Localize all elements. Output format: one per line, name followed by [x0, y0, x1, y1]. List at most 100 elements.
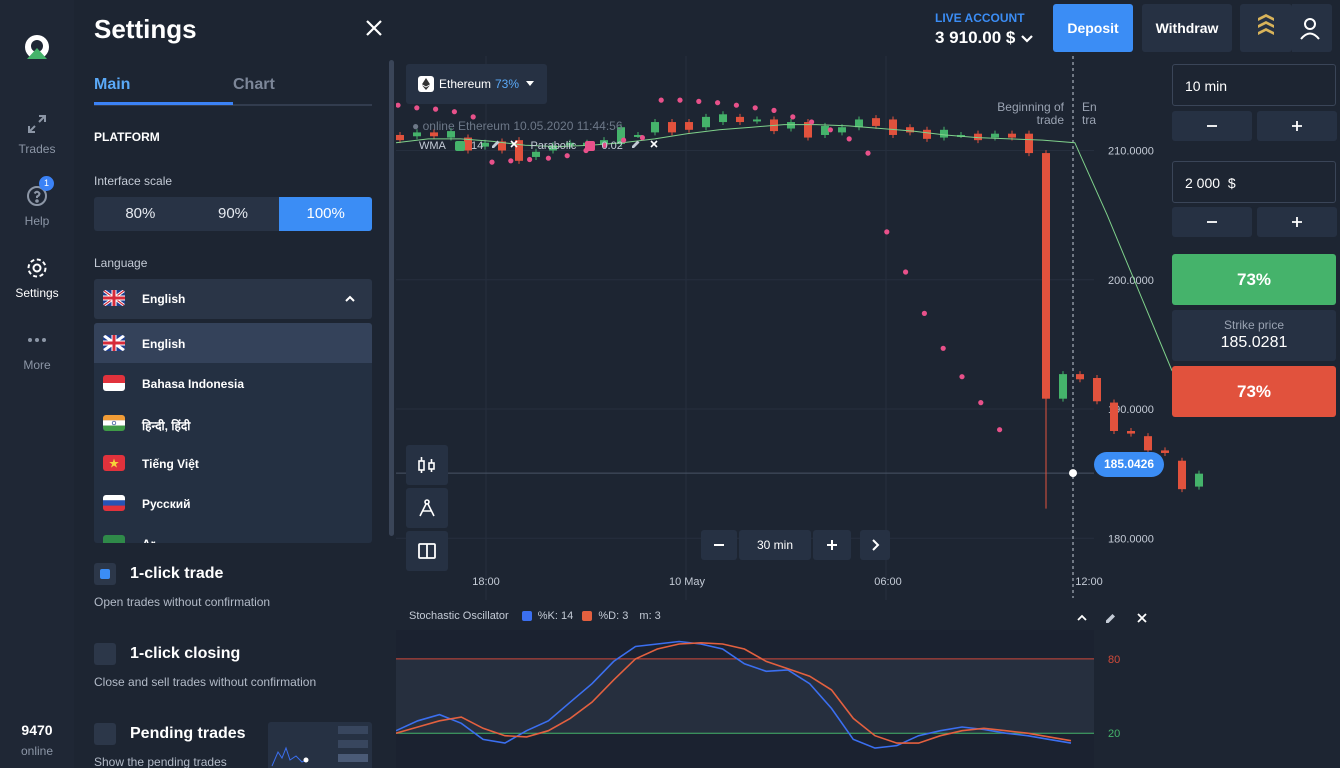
y-tick-label: 210.0000	[1108, 145, 1154, 157]
pending-trades-checkbox[interactable]	[94, 723, 116, 745]
parabolic-point	[997, 427, 1003, 433]
scale-option-100[interactable]: 100%	[279, 197, 373, 231]
online-status-text: online Ethereum 10.05.2020 11:44:56	[422, 119, 623, 133]
time-increase-button[interactable]	[1257, 111, 1337, 141]
deposit-button[interactable]: Deposit	[1053, 4, 1133, 52]
rail-item-more[interactable]: More	[0, 328, 74, 372]
one-click-trade-checkbox[interactable]	[94, 563, 116, 585]
language-option-indonesian[interactable]: Bahasa Indonesia	[94, 363, 372, 403]
rail-item-help[interactable]: 1 Help	[0, 176, 74, 228]
candle	[1195, 473, 1203, 487]
amount-increase-button[interactable]	[1257, 207, 1337, 237]
vietnam-flag-icon	[103, 455, 125, 471]
close-icon[interactable]	[1136, 612, 1148, 624]
settings-scrollbar[interactable]	[389, 60, 394, 536]
amount-decrease-button[interactable]	[1172, 207, 1252, 237]
rail-label-trades: Trades	[18, 142, 56, 156]
strike-price-label: Strike price	[1223, 318, 1285, 332]
sell-down-button[interactable]: 73%	[1172, 366, 1336, 417]
candle	[1093, 378, 1101, 402]
expiry-time-field[interactable]: 10 min	[1172, 64, 1336, 106]
candle	[566, 142, 574, 146]
asset-name: Ethereum	[439, 77, 492, 91]
close-icon[interactable]	[649, 139, 659, 149]
candle	[1059, 374, 1067, 399]
one-click-closing-checkbox[interactable]	[94, 643, 116, 665]
parabolic-point	[715, 100, 721, 106]
amount-field[interactable]: 2 000 $	[1172, 161, 1336, 203]
language-option-english[interactable]: English	[94, 323, 372, 363]
k-label: %K: 14	[537, 610, 574, 623]
minus-icon	[1207, 125, 1217, 127]
uk-flag-icon	[103, 290, 125, 306]
uk-flag-icon	[103, 335, 125, 351]
asset-selector[interactable]: Ethereum 73%	[406, 64, 547, 104]
rail-item-settings[interactable]: Settings	[0, 256, 74, 300]
candle	[600, 140, 608, 145]
profile-button[interactable]	[1292, 4, 1332, 52]
language-option-arabic[interactable]: Ar	[94, 523, 372, 543]
parabolic-point	[451, 109, 457, 115]
scroll-right-button[interactable]	[860, 530, 890, 560]
candle	[974, 133, 982, 141]
candle	[549, 145, 557, 151]
timeframe-increase-button[interactable]	[813, 530, 851, 560]
candle	[1178, 460, 1186, 490]
split-view-icon	[418, 543, 436, 559]
language-option-hindi[interactable]: हिन्दी, हिंदी	[94, 403, 372, 443]
candle	[1076, 374, 1084, 380]
candle	[685, 122, 693, 130]
parabolic-point	[489, 159, 495, 165]
candles-icon	[418, 457, 435, 473]
layout-button[interactable]	[406, 531, 448, 571]
parabolic-point	[621, 137, 627, 143]
candle	[1042, 153, 1050, 399]
parabolic-point	[470, 114, 476, 120]
chevron-down-icon[interactable]	[1020, 31, 1034, 45]
trade-panel: 10 min 2 000 $ 73% Strike price 185.0281…	[1172, 0, 1340, 768]
tab-main[interactable]: Main	[94, 76, 131, 93]
language-option-russian[interactable]: Русский	[94, 483, 372, 523]
timeframe-decrease-button[interactable]	[701, 530, 737, 560]
parabolic-point	[396, 102, 401, 108]
amount-number: 2 000	[1185, 175, 1221, 191]
language-option-vietnamese[interactable]: Tiếng Việt	[94, 443, 372, 483]
candle	[515, 140, 523, 161]
language-option-label: Ar	[142, 537, 155, 543]
x-tick-label: 10 May	[669, 576, 706, 588]
language-select[interactable]: English	[94, 279, 372, 319]
timeframe-value[interactable]: 30 min	[739, 530, 811, 560]
interface-scale-label: Interface scale	[94, 174, 173, 188]
close-icon[interactable]	[509, 139, 519, 149]
chevron-up-icon[interactable]	[1076, 612, 1088, 624]
candle	[991, 133, 999, 138]
tab-chart[interactable]: Chart	[233, 76, 275, 93]
language-option-label: हिन्दी, हिंदी	[142, 419, 191, 433]
close-icon[interactable]	[362, 16, 386, 40]
candle	[413, 132, 421, 137]
parabolic-point	[940, 345, 946, 351]
d-line	[396, 641, 1072, 744]
online-label: online	[20, 744, 54, 758]
parabolic-point	[564, 153, 570, 159]
pencil-icon[interactable]	[631, 139, 641, 149]
rail-label-help: Help	[24, 214, 50, 228]
scale-option-80[interactable]: 80%	[125, 205, 156, 222]
rail-item-trades[interactable]: Trades	[0, 112, 74, 156]
d-swatch	[582, 611, 593, 622]
drawing-tools-button[interactable]	[406, 488, 448, 528]
scale-option-90[interactable]: 90%	[217, 205, 249, 222]
buy-up-button[interactable]: 73%	[1172, 254, 1336, 305]
time-decrease-button[interactable]	[1172, 111, 1252, 141]
pencil-icon[interactable]	[491, 139, 501, 149]
logo-icon[interactable]	[22, 33, 52, 63]
level-button[interactable]	[1240, 4, 1292, 52]
withdraw-button[interactable]: Withdraw	[1142, 4, 1232, 52]
candle	[736, 116, 744, 123]
one-click-closing-title: 1-click closing	[130, 645, 241, 662]
chart-type-button[interactable]	[406, 445, 448, 485]
pencil-icon[interactable]	[1105, 612, 1117, 624]
account-balance[interactable]: 3 910.00 $	[935, 28, 1016, 47]
price-chart[interactable]: 210.0000 200.0000 190.0000 180.0000 18:00 10 …	[396, 0, 1340, 768]
minus-icon	[1207, 221, 1217, 223]
